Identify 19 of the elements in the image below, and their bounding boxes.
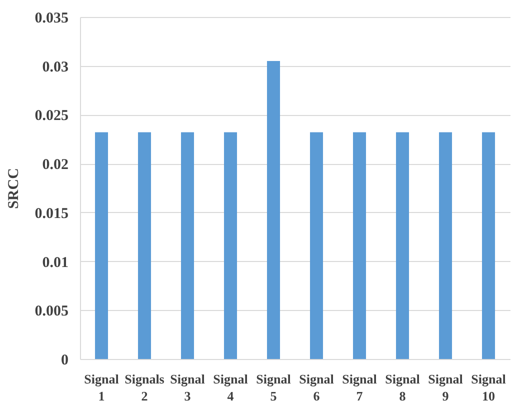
y-tick-label: 0.015 xyxy=(34,206,68,222)
x-tick-label: Signal 9 xyxy=(428,372,464,404)
x-tick-label: Signals 2 xyxy=(124,372,164,404)
x-tick-label: Signal 7 xyxy=(342,372,378,404)
y-tick-label: 0 xyxy=(61,352,68,368)
x-tick-label: Signal 3 xyxy=(170,372,206,404)
y-axis-title: SRCC xyxy=(6,168,22,209)
x-tick-label: Signal 4 xyxy=(213,372,248,404)
x-tick-label: Signal 1 xyxy=(84,372,120,404)
y-tick-label: 0.025 xyxy=(34,108,68,124)
x-tick-label: Signal 10 xyxy=(471,372,506,404)
y-tick-label: 0.01 xyxy=(42,254,68,271)
x-tick-label: Signal 8 xyxy=(385,372,420,404)
y-tick-label: 0.03 xyxy=(42,59,68,76)
y-tick-label: 0.035 xyxy=(34,10,68,26)
x-tick-label: Signal 5 xyxy=(256,372,292,404)
x-tick-label: Signal 6 xyxy=(299,372,334,404)
y-tick-label: 0.02 xyxy=(42,157,68,174)
y-tick-label: 0.005 xyxy=(34,304,68,320)
